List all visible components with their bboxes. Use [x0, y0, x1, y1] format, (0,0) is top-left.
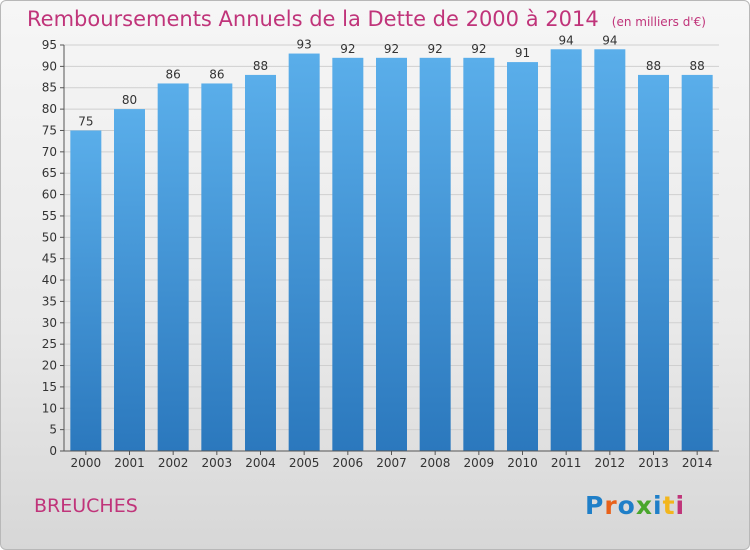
- bar-2003: [201, 83, 233, 451]
- x-tick-label: 2001: [114, 456, 145, 470]
- chart-unit-text: (en milliers d'€): [611, 15, 706, 29]
- bar-2000: [70, 130, 102, 451]
- x-tick-label: 2013: [638, 456, 669, 470]
- x-tick-label: 2000: [71, 456, 102, 470]
- commune-name: BREUCHES: [34, 495, 138, 517]
- y-tick-label: 75: [42, 123, 57, 137]
- data-label-2011: 94: [559, 33, 574, 47]
- y-tick-label: 10: [42, 401, 57, 415]
- bar-2013: [638, 74, 669, 452]
- x-tick-label: 2011: [551, 456, 582, 470]
- bar-2007: [376, 57, 407, 452]
- logo-letter: i: [653, 491, 663, 520]
- y-tick-label: 55: [42, 209, 57, 223]
- y-tick-label: 15: [42, 380, 57, 394]
- bar-2014: [681, 74, 713, 452]
- bar-2012: [594, 49, 626, 452]
- data-label-2010: 91: [515, 46, 530, 60]
- x-tick-label: 2004: [245, 456, 276, 470]
- data-label-2014: 88: [690, 59, 705, 73]
- logo-letter: i: [675, 491, 686, 520]
- logo-letter: t: [662, 491, 676, 520]
- y-tick-label: 35: [42, 294, 57, 308]
- bar-2008: [419, 57, 451, 452]
- bar-2011: [550, 49, 582, 452]
- x-tick-label: 2012: [595, 456, 626, 470]
- x-tick-label: 2002: [158, 456, 189, 470]
- data-label-2012: 94: [602, 33, 617, 47]
- x-tick-label: 2005: [289, 456, 320, 470]
- data-label-2002: 86: [166, 67, 181, 81]
- logo-letter: r: [604, 491, 618, 520]
- bar-2006: [332, 57, 364, 452]
- x-tick-label: 2003: [202, 456, 233, 470]
- x-tick-label: 2010: [507, 456, 538, 470]
- y-tick-label: 80: [42, 102, 57, 116]
- y-tick-label: 65: [42, 166, 57, 180]
- x-tick-label: 2009: [464, 456, 495, 470]
- data-label-2006: 92: [340, 42, 355, 56]
- logo-letter: o: [617, 491, 636, 520]
- bar-2004: [245, 74, 276, 452]
- y-tick-label: 60: [42, 188, 57, 202]
- bar-2002: [157, 83, 189, 451]
- y-tick-label: 30: [42, 316, 57, 330]
- data-label-2013: 88: [646, 59, 661, 73]
- data-labels: 75 80 86 86 88 93 92 92 92 92 91 94 94 88 88: [78, 33, 705, 128]
- logo-letter: x: [635, 491, 653, 520]
- x-tick-label: 2007: [376, 456, 407, 470]
- y-tick-label: 90: [42, 59, 57, 73]
- proxiti-logo[interactable]: Proxiti: [585, 491, 685, 520]
- y-tick-label: 40: [42, 273, 57, 287]
- data-label-2004: 88: [253, 59, 268, 73]
- x-tick-label: 2006: [333, 456, 364, 470]
- chart-title: Remboursements Annuels de la Dette de 20…: [27, 7, 706, 31]
- data-label-2008: 92: [428, 42, 443, 56]
- data-label-2001: 80: [122, 93, 137, 107]
- chart-title-text: Remboursements Annuels de la Dette de 20…: [27, 7, 599, 31]
- data-label-2009: 92: [471, 42, 486, 56]
- y-tick-label: 25: [42, 337, 57, 351]
- bar-2009: [463, 57, 495, 452]
- y-tick-label: 20: [42, 359, 57, 373]
- y-tick-label: 45: [42, 252, 57, 266]
- bar-2010: [507, 62, 538, 452]
- y-tick-label: 5: [49, 423, 57, 437]
- y-tick-label: 85: [42, 81, 57, 95]
- axes: 0 5 10 15 20 25 30 35 40 45 50 55 60 65 70 75 80 85 90 95 20…: [42, 38, 719, 470]
- y-tick-label: 0: [49, 444, 57, 458]
- data-label-2003: 86: [209, 67, 224, 81]
- bar-2005: [288, 53, 320, 452]
- y-tick-label: 70: [42, 145, 57, 159]
- x-tick-label: 2008: [420, 456, 451, 470]
- bar-2001: [114, 109, 145, 452]
- y-tick-label: 50: [42, 230, 57, 244]
- bars: [70, 49, 713, 452]
- x-tick-label: 2014: [682, 456, 713, 470]
- data-label-2000: 75: [78, 114, 93, 128]
- y-tick-label: 95: [42, 38, 57, 52]
- logo-letter: P: [585, 491, 605, 520]
- data-label-2007: 92: [384, 42, 399, 56]
- data-label-2005: 93: [297, 38, 312, 52]
